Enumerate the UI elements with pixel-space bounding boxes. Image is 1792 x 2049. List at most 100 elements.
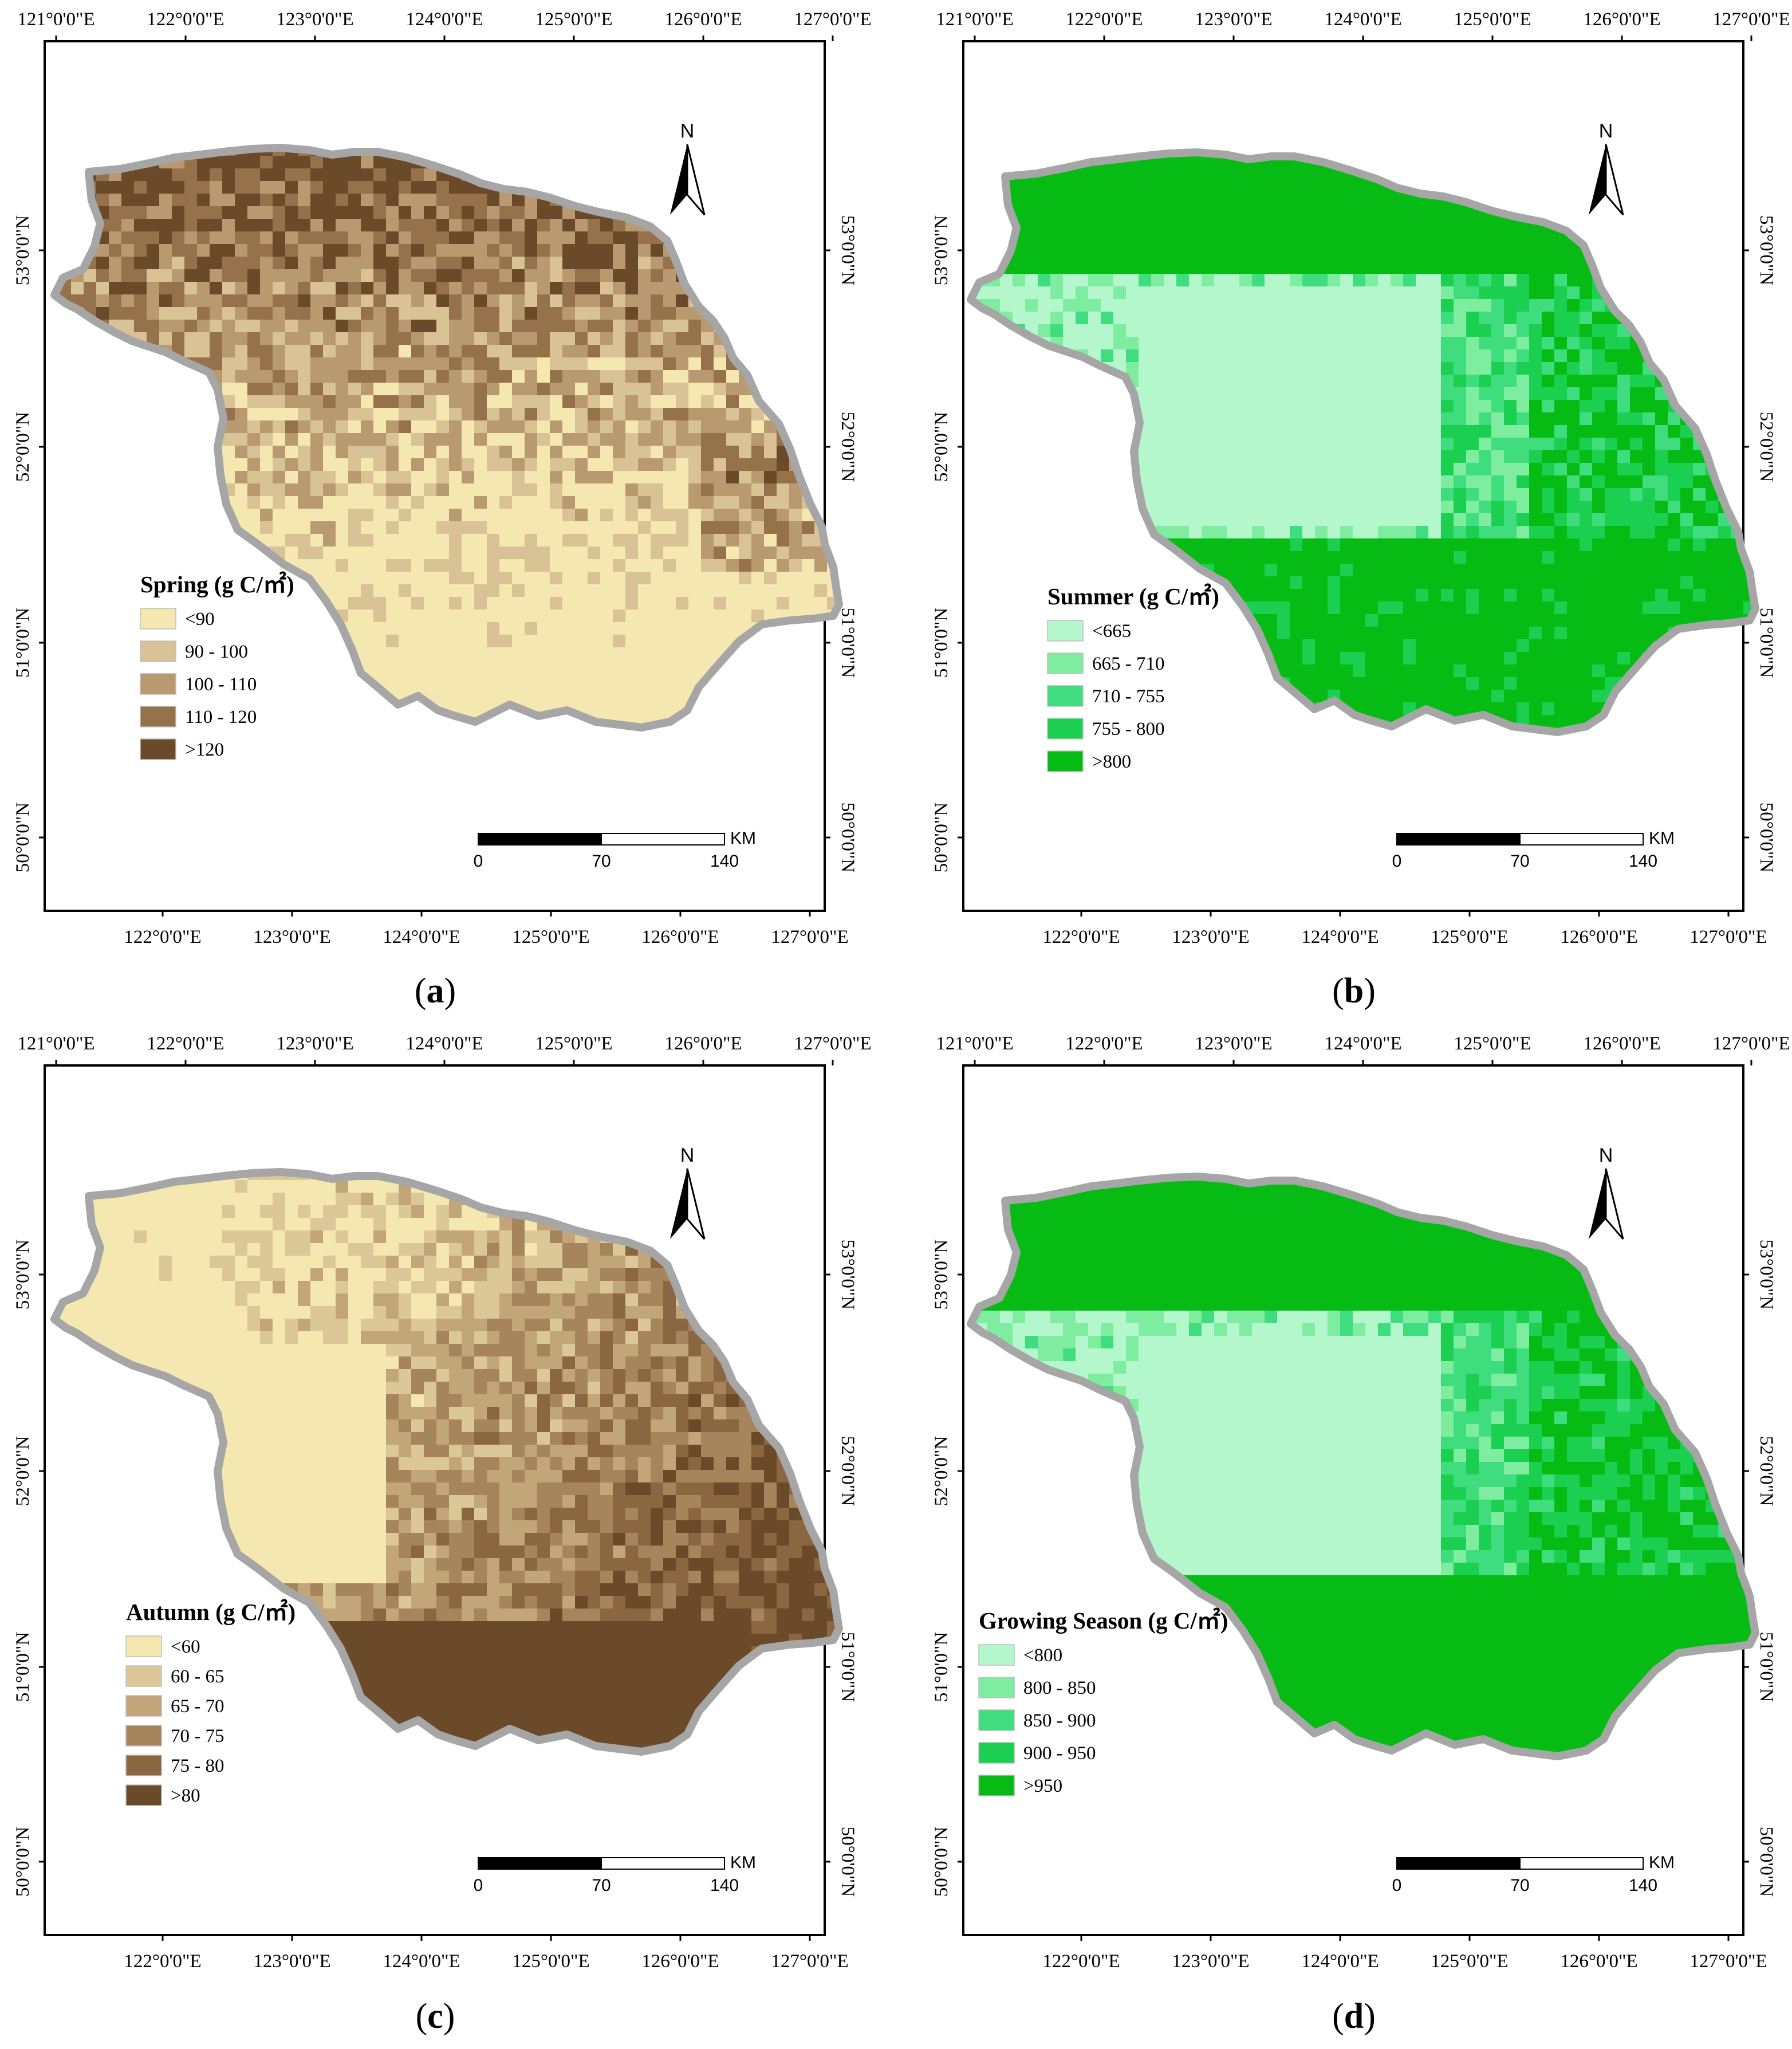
lat-label-right: 52°0'0"N bbox=[1756, 1436, 1777, 1507]
legend-label: >800 bbox=[1092, 752, 1131, 772]
scale-unit: KM bbox=[1649, 1853, 1675, 1872]
lon-label-bottom: 125°0'0"E bbox=[512, 1951, 589, 1972]
legend-label: 65 - 70 bbox=[171, 1696, 225, 1717]
scale-tick-label: 140 bbox=[710, 852, 739, 871]
legend: Spring (g C/㎡) <90 90 - 100 100 - 110 110 - … bbox=[140, 571, 294, 760]
region-outline bbox=[967, 148, 1759, 736]
lon-label-top: 127°0'0"E bbox=[1712, 1033, 1790, 1054]
lon-label-top: 121°0'0"E bbox=[17, 9, 94, 30]
lat-label-left: 50°0'0"N bbox=[931, 1827, 952, 1897]
legend-swatch bbox=[140, 673, 176, 695]
legend-swatch bbox=[125, 1784, 162, 1806]
lon-label-bottom: 125°0'0"E bbox=[512, 927, 589, 947]
lat-label-right: 53°0'0"N bbox=[837, 215, 858, 286]
scale-unit: KM bbox=[730, 1853, 756, 1872]
caption-c: (c) bbox=[415, 1997, 455, 2036]
scale-bar: 0 70 140 KM bbox=[1392, 1853, 1675, 1895]
lon-label-top: 122°0'0"E bbox=[147, 1033, 224, 1054]
legend-label: 710 - 755 bbox=[1092, 686, 1165, 707]
lon-label-top: 124°0'0"E bbox=[1324, 1033, 1401, 1054]
lon-label-bottom: 122°0'0"E bbox=[124, 1951, 201, 1972]
lon-label-top: 127°0'0"E bbox=[794, 9, 871, 30]
legend-label: 70 - 75 bbox=[171, 1726, 225, 1747]
scale-tick-label: 70 bbox=[592, 852, 611, 871]
legend-swatch bbox=[140, 706, 176, 727]
legend: Autumn (g C/㎡) <60 60 - 65 65 - 70 70 - 75 75… bbox=[125, 1599, 296, 1806]
lat-label-left: 51°0'0"N bbox=[13, 1632, 33, 1702]
lat-label-right: 51°0'0"N bbox=[1756, 1632, 1777, 1702]
legend: Summer (g C/㎡) <665 665 - 710 710 - 755 755 … bbox=[1047, 583, 1219, 772]
legend-title: Autumn (g C/㎡) bbox=[126, 1599, 296, 1625]
legend-label: >950 bbox=[1023, 1776, 1062, 1796]
lon-label-bottom: 127°0'0"E bbox=[771, 1951, 848, 1972]
lon-label-top: 125°0'0"E bbox=[1454, 9, 1531, 30]
lat-label-left: 53°0'0"N bbox=[13, 215, 33, 286]
legend-label: >120 bbox=[185, 740, 224, 760]
lon-label-top: 125°0'0"E bbox=[535, 1033, 612, 1054]
legend-label: 75 - 80 bbox=[171, 1756, 225, 1776]
legend-label: 110 - 120 bbox=[185, 707, 257, 727]
north-arrow-icon: N bbox=[670, 1145, 706, 1240]
lon-label-top: 124°0'0"E bbox=[405, 1033, 483, 1054]
map-c: 121°0'0"E 122°0'0"E 123°0'0"E 124°0'0"E 125°… bbox=[0, 1024, 896, 1998]
lon-label-bottom: 122°0'0"E bbox=[124, 927, 201, 947]
lat-label-right: 53°0'0"N bbox=[1756, 1240, 1777, 1310]
legend: Growing Season (g C/㎡) <800 800 - 850 850 -… bbox=[978, 1607, 1228, 1796]
lon-label-top: 123°0'0"E bbox=[276, 9, 353, 30]
scale-bar: 0 70 140 KM bbox=[1392, 829, 1675, 871]
lat-label-left: 53°0'0"N bbox=[931, 1240, 952, 1310]
north-arrow-icon: N bbox=[670, 120, 706, 215]
lat-label-right: 51°0'0"N bbox=[1756, 608, 1777, 678]
legend-label: 100 - 110 bbox=[185, 674, 257, 695]
legend-title: Growing Season (g C/㎡) bbox=[979, 1607, 1228, 1634]
lon-label-top: 126°0'0"E bbox=[1583, 1033, 1660, 1054]
scale-tick-label: 0 bbox=[474, 1876, 483, 1895]
lat-label-left: 52°0'0"N bbox=[931, 412, 952, 482]
lon-label-bottom: 124°0'0"E bbox=[1301, 1951, 1379, 1972]
legend-swatch bbox=[140, 738, 176, 760]
legend-label: 755 - 800 bbox=[1092, 719, 1165, 740]
lon-label-bottom: 124°0'0"E bbox=[1301, 927, 1379, 947]
north-arrow-icon: N bbox=[1589, 1145, 1624, 1240]
lon-label-bottom: 123°0'0"E bbox=[1172, 1951, 1249, 1972]
caption-d: (d) bbox=[1332, 1997, 1376, 2036]
lon-label-bottom: 127°0'0"E bbox=[1689, 927, 1767, 947]
lon-label-top: 121°0'0"E bbox=[936, 1033, 1013, 1054]
lat-label-left: 53°0'0"N bbox=[13, 1240, 33, 1310]
legend-swatch bbox=[978, 1742, 1015, 1764]
legend-swatch bbox=[978, 1644, 1015, 1666]
scale-tick-label: 70 bbox=[1510, 1876, 1529, 1895]
lon-label-bottom: 126°0'0"E bbox=[1560, 927, 1637, 947]
lat-label-right: 51°0'0"N bbox=[837, 1632, 858, 1702]
lat-label-left: 52°0'0"N bbox=[931, 1436, 952, 1507]
legend-label: <800 bbox=[1023, 1645, 1062, 1666]
lat-label-left: 50°0'0"N bbox=[13, 1827, 33, 1897]
panel-a: 121°0'0"E 122°0'0"E 123°0'0"E 124°0'0"E 125°… bbox=[0, 0, 896, 1024]
legend-label: <60 bbox=[171, 1637, 200, 1657]
region-outline bbox=[50, 1168, 843, 1756]
legend-swatch bbox=[125, 1755, 162, 1776]
scale-tick-label: 140 bbox=[1629, 1876, 1657, 1895]
lon-label-top: 123°0'0"E bbox=[1195, 9, 1272, 30]
legend-swatch bbox=[978, 1677, 1015, 1698]
lon-label-bottom: 123°0'0"E bbox=[253, 927, 330, 947]
scale-tick-label: 70 bbox=[592, 1876, 611, 1895]
lon-label-top: 124°0'0"E bbox=[405, 9, 483, 30]
scale-tick-label: 0 bbox=[1392, 852, 1402, 871]
legend-swatch bbox=[125, 1635, 162, 1657]
panel-d: 121°0'0"E 122°0'0"E 123°0'0"E 124°0'0"E 125°… bbox=[919, 1024, 1792, 2049]
lon-label-top: 122°0'0"E bbox=[1065, 9, 1143, 30]
caption-a: (a) bbox=[414, 972, 456, 1010]
lat-label-left: 52°0'0"N bbox=[13, 1436, 33, 1507]
panel-b: 121°0'0"E 122°0'0"E 123°0'0"E 124°0'0"E 125°… bbox=[919, 0, 1792, 1024]
legend-swatch bbox=[140, 608, 176, 630]
region-outline bbox=[967, 1173, 1759, 1760]
panel-c: 121°0'0"E 122°0'0"E 123°0'0"E 124°0'0"E 125°… bbox=[0, 1024, 896, 2049]
lon-label-bottom: 126°0'0"E bbox=[1560, 1951, 1637, 1972]
scale-bar: 0 70 140 KM bbox=[474, 1853, 756, 1895]
legend-swatch bbox=[1047, 750, 1084, 772]
legend-label: 900 - 950 bbox=[1023, 1743, 1096, 1764]
map-a: 121°0'0"E 122°0'0"E 123°0'0"E 124°0'0"E 125°… bbox=[0, 0, 896, 974]
lon-label-top: 125°0'0"E bbox=[535, 9, 612, 30]
legend-label: 850 - 900 bbox=[1023, 1710, 1096, 1731]
